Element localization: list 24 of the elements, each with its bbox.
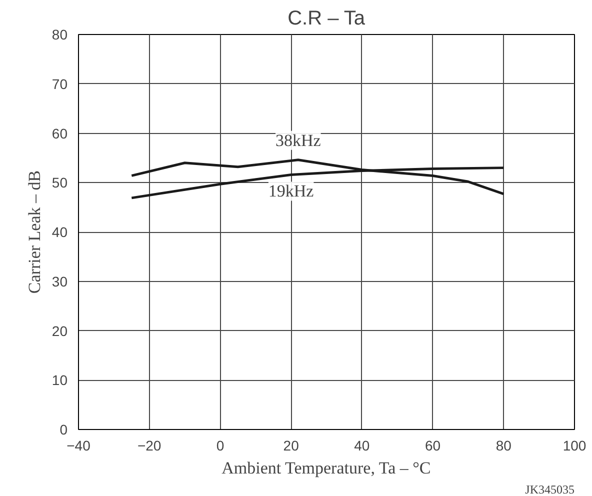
x-axis-title: Ambient Temperature, Ta – °C [222, 458, 431, 478]
y-tick-label: 80 [52, 26, 68, 42]
y-tick-label: 50 [52, 174, 68, 191]
x-tick-label: 60 [425, 438, 441, 454]
x-tick-label: 100 [562, 438, 586, 454]
y-tick-label: 70 [52, 76, 68, 92]
x-tick-label: −20 [137, 438, 162, 454]
text: JK345035 [525, 482, 575, 496]
y-tick-label: 0 [60, 422, 68, 438]
x-tick-label: 20 [283, 438, 300, 454]
y-tick-label: 40 [52, 224, 68, 240]
series-label: 38kHz [275, 130, 322, 150]
line-series [130, 158, 505, 196]
x-tick-label: 80 [496, 438, 512, 454]
y-tick-label: 20 [52, 322, 68, 339]
y-tick-label: 10 [52, 372, 68, 388]
x-tick-label: 40 [354, 438, 370, 454]
x-tick-label: 0 [216, 438, 224, 454]
y-tick-label: 60 [52, 125, 68, 142]
chart-title: C.R – Ta [288, 8, 366, 30]
series-label: 19kHz [268, 182, 314, 201]
y-axis-title: Carrier Leak – dB [24, 170, 44, 294]
y-tick-label: 30 [52, 273, 68, 290]
x-tick-label: −40 [66, 438, 91, 454]
